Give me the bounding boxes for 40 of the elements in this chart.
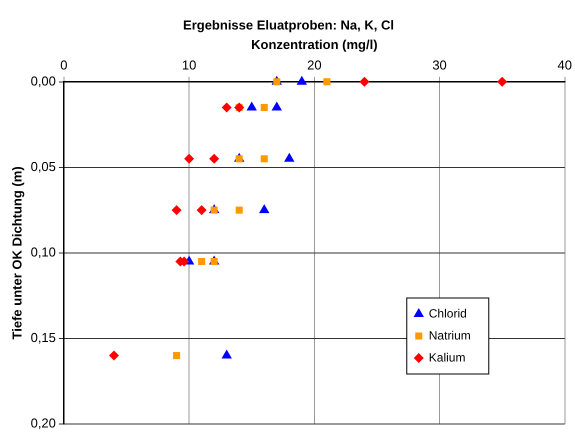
point — [173, 352, 180, 360]
y-tick-label: 0,20 — [30, 416, 56, 431]
point — [497, 76, 508, 87]
y-tick-label: 0,00 — [30, 73, 56, 88]
legend-label: Chlorid — [428, 306, 467, 320]
point — [210, 258, 218, 265]
point — [108, 350, 119, 361]
x-tick-label: 20 — [307, 58, 322, 73]
point — [172, 205, 182, 216]
legend-label: Kalium — [428, 350, 466, 364]
point — [359, 76, 370, 87]
point — [196, 205, 207, 216]
point — [222, 102, 232, 112]
point — [210, 206, 218, 214]
point — [209, 154, 220, 164]
point — [323, 78, 330, 86]
y-tick-label: 0,15 — [30, 330, 56, 346]
legend-label: Natrium — [428, 328, 471, 342]
point — [236, 155, 243, 162]
point — [184, 154, 194, 164]
x-tick-label: 40 — [558, 58, 572, 73]
point — [260, 104, 268, 111]
y-axis-title: Tiefe unter OK Dichtung (m) — [9, 166, 24, 340]
point — [198, 258, 206, 265]
point — [221, 350, 232, 359]
x-tick-label: 10 — [182, 58, 196, 73]
x-axis-title: Konzentration (mg/l) — [251, 36, 378, 52]
y-tick-label: 0,10 — [30, 244, 56, 260]
x-tick-label: 30 — [432, 58, 447, 73]
point — [272, 101, 282, 110]
point — [236, 206, 243, 214]
point — [246, 101, 257, 110]
point — [273, 78, 280, 86]
y-tick-label: 0,05 — [30, 158, 56, 174]
point — [260, 155, 268, 162]
point — [284, 152, 294, 162]
point — [259, 204, 270, 214]
chart-title: Ergebnisse Eluatproben: Na, K, Cl — [183, 17, 394, 32]
point — [296, 76, 308, 85]
x-tick-label: 0 — [60, 58, 68, 73]
